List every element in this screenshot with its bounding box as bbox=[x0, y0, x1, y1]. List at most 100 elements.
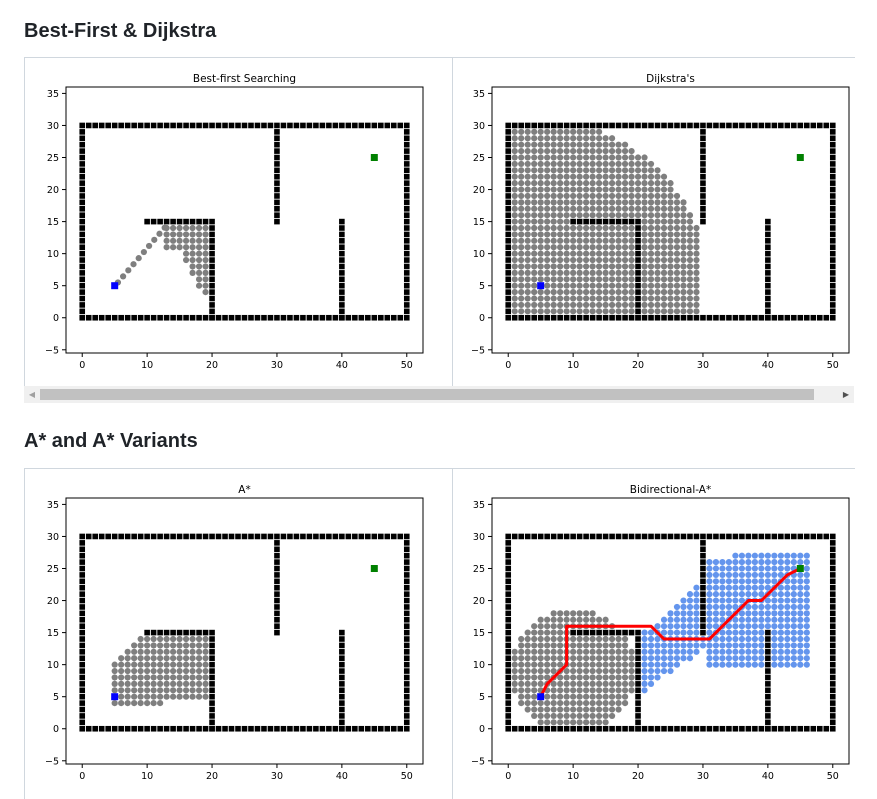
visited-point bbox=[170, 693, 177, 700]
obstacle-point bbox=[339, 122, 345, 129]
visited-point bbox=[602, 231, 609, 238]
visited-point bbox=[589, 301, 596, 309]
obstacle-point bbox=[602, 629, 609, 636]
horizontal-scrollbar[interactable]: ◀ ▶ bbox=[24, 386, 854, 403]
visited-point bbox=[602, 199, 609, 206]
obstacle-point bbox=[829, 661, 836, 668]
visited-point bbox=[628, 687, 635, 694]
visited-point bbox=[621, 173, 629, 180]
visited-point bbox=[557, 295, 564, 302]
obstacle-point bbox=[829, 706, 836, 713]
visited-point bbox=[589, 282, 596, 289]
visited-point-backward bbox=[797, 623, 804, 630]
visited-point bbox=[518, 295, 525, 302]
obstacle-point bbox=[765, 636, 771, 642]
visited-point bbox=[550, 655, 557, 662]
obstacle-point bbox=[505, 186, 512, 193]
visited-point bbox=[524, 661, 531, 668]
visited-point bbox=[621, 680, 629, 687]
visited-point bbox=[608, 173, 616, 180]
visited-point bbox=[557, 719, 564, 726]
visited-point bbox=[557, 224, 564, 232]
visited-point-backward bbox=[738, 616, 745, 623]
visited-point bbox=[524, 147, 531, 155]
visited-point bbox=[615, 250, 622, 257]
visited-point bbox=[647, 244, 655, 251]
visited-point bbox=[615, 192, 622, 200]
scroll-right-arrow-icon[interactable]: ▶ bbox=[842, 390, 850, 399]
obstacle-point bbox=[700, 578, 706, 585]
visited-point-backward bbox=[771, 578, 778, 585]
visited-point bbox=[667, 276, 674, 283]
visited-point bbox=[511, 308, 518, 315]
visited-point bbox=[524, 192, 531, 200]
visited-point bbox=[182, 231, 190, 238]
obstacle-point bbox=[531, 122, 537, 129]
visited-point bbox=[570, 224, 577, 232]
visited-point bbox=[673, 276, 681, 283]
obstacle-point bbox=[505, 302, 512, 308]
visited-point bbox=[550, 635, 557, 643]
obstacle-point bbox=[596, 629, 602, 636]
visited-point-backward bbox=[706, 648, 713, 655]
visited-point bbox=[518, 237, 525, 244]
visited-point-backward bbox=[712, 616, 720, 623]
obstacle-point bbox=[576, 533, 583, 540]
visited-point bbox=[596, 154, 603, 161]
obstacle-point bbox=[378, 314, 384, 321]
obstacle-point bbox=[829, 308, 836, 315]
obstacle-point bbox=[544, 314, 550, 321]
obstacle-point bbox=[706, 725, 713, 732]
obstacle-point bbox=[274, 565, 280, 572]
obstacle-point bbox=[144, 122, 150, 129]
visited-point-backward bbox=[712, 597, 720, 604]
visited-point bbox=[550, 141, 557, 148]
visited-point bbox=[583, 674, 590, 681]
visited-point bbox=[596, 719, 603, 726]
visited-point bbox=[596, 648, 603, 655]
obstacle-point bbox=[635, 713, 641, 719]
obstacle-point bbox=[345, 314, 352, 321]
visited-point bbox=[596, 700, 603, 707]
visited-point bbox=[583, 205, 590, 212]
obstacle-point bbox=[397, 122, 404, 129]
visited-point bbox=[524, 655, 531, 662]
obstacle-point bbox=[274, 578, 280, 585]
visited-point bbox=[511, 263, 518, 270]
visited-point bbox=[628, 250, 635, 257]
visited-point bbox=[518, 674, 525, 681]
obstacle-point bbox=[403, 706, 410, 713]
visited-point-backward bbox=[732, 591, 739, 598]
obstacle-point bbox=[829, 578, 836, 585]
visited-point bbox=[531, 642, 538, 649]
visited-point bbox=[557, 186, 564, 193]
visited-point bbox=[524, 629, 531, 636]
visited-point bbox=[544, 629, 551, 636]
visited-point bbox=[673, 218, 681, 225]
obstacle-point bbox=[589, 122, 596, 129]
obstacle-point bbox=[254, 122, 261, 129]
obstacle-point bbox=[339, 725, 345, 732]
obstacle-point bbox=[196, 218, 202, 225]
visited-point bbox=[589, 250, 596, 257]
visited-point bbox=[524, 218, 531, 225]
visited-point-backward bbox=[719, 578, 726, 585]
visited-point bbox=[647, 218, 655, 225]
visited-point bbox=[667, 250, 674, 257]
obstacle-point bbox=[300, 725, 306, 732]
obstacle-point bbox=[680, 122, 687, 129]
visited-point-backward bbox=[647, 680, 655, 687]
visited-point bbox=[602, 250, 609, 257]
scroll-left-arrow-icon[interactable]: ◀ bbox=[28, 390, 36, 399]
obstacle-point bbox=[365, 533, 371, 540]
obstacle-point bbox=[829, 238, 836, 244]
obstacle-point bbox=[79, 713, 86, 719]
visited-point bbox=[680, 205, 687, 212]
visited-point bbox=[563, 301, 570, 309]
visited-point-backward bbox=[660, 655, 668, 662]
visited-point bbox=[531, 635, 538, 643]
obstacle-point bbox=[641, 122, 648, 129]
scrollbar-thumb[interactable] bbox=[40, 389, 814, 400]
visited-point bbox=[596, 205, 603, 212]
obstacle-point bbox=[700, 199, 706, 206]
